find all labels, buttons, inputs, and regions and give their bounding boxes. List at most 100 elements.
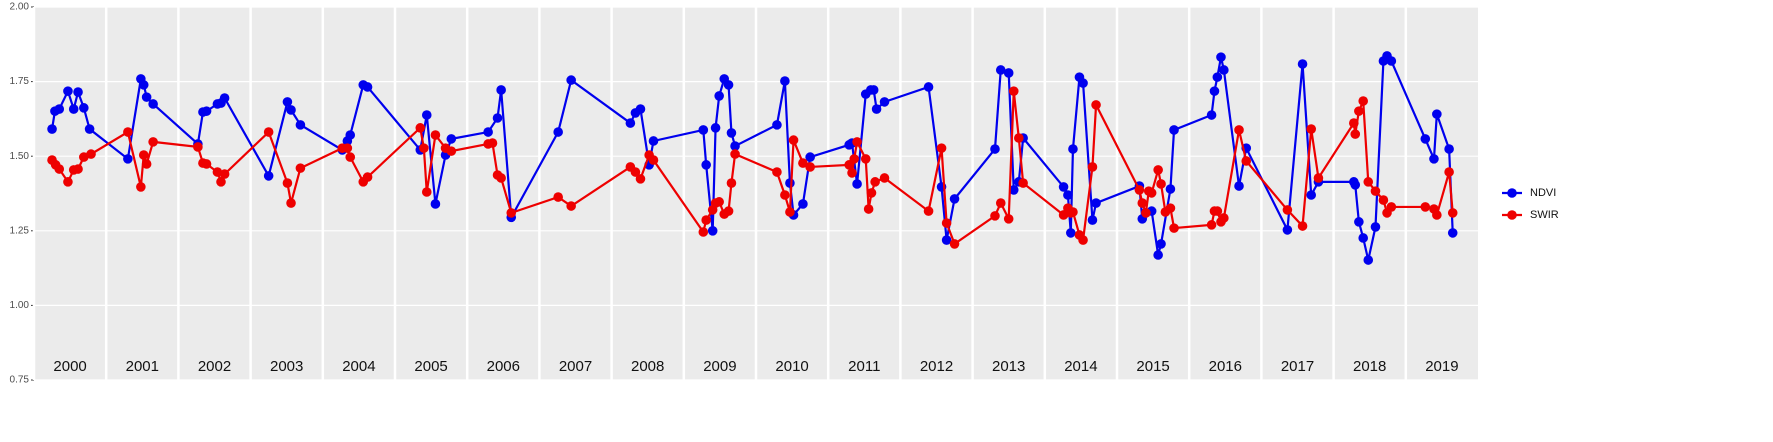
data-point bbox=[430, 199, 441, 209]
data-point bbox=[625, 118, 636, 128]
data-point bbox=[1370, 186, 1381, 196]
data-point bbox=[1219, 65, 1229, 75]
data-point bbox=[714, 91, 724, 101]
year-label: 2005 bbox=[414, 358, 447, 375]
data-point bbox=[282, 178, 293, 188]
data-point bbox=[73, 87, 83, 97]
year-label: 2001 bbox=[126, 358, 159, 375]
data-point bbox=[1065, 228, 1076, 238]
year-label: 2013 bbox=[992, 358, 1025, 375]
data-point bbox=[941, 218, 952, 228]
data-point bbox=[1282, 205, 1293, 215]
data-point bbox=[1063, 190, 1073, 200]
data-point bbox=[566, 75, 576, 85]
data-point bbox=[193, 142, 203, 152]
data-point bbox=[492, 113, 503, 123]
data-point bbox=[342, 143, 353, 153]
data-point bbox=[1212, 206, 1223, 216]
data-point bbox=[730, 141, 740, 151]
year-label: 2011 bbox=[848, 358, 880, 375]
data-point bbox=[1018, 178, 1028, 188]
data-point bbox=[1306, 124, 1317, 134]
data-point bbox=[1350, 129, 1361, 139]
data-point bbox=[79, 103, 89, 113]
data-point bbox=[1358, 233, 1369, 243]
data-point bbox=[1146, 188, 1157, 198]
data-point bbox=[723, 206, 734, 216]
data-point bbox=[1068, 207, 1078, 217]
year-label: 2002 bbox=[198, 358, 231, 375]
data-point bbox=[630, 167, 641, 177]
data-point bbox=[1297, 221, 1308, 231]
data-point bbox=[286, 105, 296, 115]
year-label: 2015 bbox=[1136, 358, 1169, 375]
data-point bbox=[723, 80, 734, 90]
data-point bbox=[421, 110, 432, 120]
data-point bbox=[1156, 179, 1166, 189]
y-tick-label: 1.75 bbox=[10, 76, 30, 87]
data-point bbox=[852, 179, 862, 189]
data-point bbox=[506, 208, 517, 218]
data-point bbox=[216, 177, 226, 187]
year-label: 2006 bbox=[487, 358, 520, 375]
data-point bbox=[430, 130, 441, 140]
year-label: 2004 bbox=[342, 358, 375, 375]
data-point bbox=[141, 159, 152, 169]
data-point bbox=[1169, 125, 1179, 135]
data-point bbox=[148, 137, 158, 147]
data-point bbox=[949, 239, 960, 249]
data-point bbox=[1432, 210, 1442, 220]
data-point bbox=[1003, 68, 1014, 78]
data-point bbox=[138, 80, 149, 90]
data-point bbox=[726, 128, 737, 138]
y-tick-label: 1.00 bbox=[10, 300, 30, 311]
year-label: 2018 bbox=[1353, 358, 1386, 375]
data-point bbox=[785, 207, 795, 217]
data-point bbox=[805, 162, 815, 172]
legend-label: NDVI bbox=[1530, 187, 1556, 199]
data-point bbox=[419, 143, 429, 153]
data-point bbox=[788, 135, 799, 145]
data-point bbox=[123, 127, 133, 137]
data-point bbox=[1087, 215, 1098, 225]
data-point bbox=[1447, 228, 1458, 238]
data-point bbox=[1003, 214, 1014, 224]
data-point bbox=[84, 124, 95, 134]
data-point bbox=[212, 167, 223, 177]
data-point bbox=[1282, 225, 1293, 235]
data-point bbox=[446, 146, 457, 156]
data-point bbox=[730, 149, 740, 159]
data-point bbox=[1165, 184, 1176, 194]
data-point bbox=[421, 187, 432, 197]
data-point bbox=[936, 143, 947, 153]
data-point bbox=[635, 174, 646, 184]
data-point bbox=[1386, 202, 1397, 212]
data-point bbox=[701, 160, 711, 170]
data-point bbox=[990, 211, 1000, 221]
data-point bbox=[47, 124, 57, 134]
data-point bbox=[726, 178, 737, 188]
data-point bbox=[219, 169, 230, 179]
data-point bbox=[1156, 239, 1166, 249]
legend-label: SWIR bbox=[1530, 209, 1559, 221]
data-point bbox=[1297, 59, 1308, 69]
data-point bbox=[863, 204, 874, 214]
data-point bbox=[68, 104, 79, 114]
data-point bbox=[415, 123, 426, 133]
data-point bbox=[282, 97, 293, 107]
y-tick-label: 1.50 bbox=[10, 151, 30, 162]
data-point bbox=[1008, 185, 1019, 195]
data-point bbox=[1219, 213, 1229, 223]
data-point bbox=[1209, 86, 1220, 96]
data-point bbox=[496, 173, 506, 183]
data-point bbox=[496, 85, 506, 95]
data-point bbox=[1420, 202, 1431, 212]
data-point bbox=[1087, 162, 1098, 172]
data-point bbox=[566, 201, 576, 211]
data-point bbox=[219, 93, 230, 103]
data-point bbox=[1206, 110, 1217, 120]
data-point bbox=[780, 190, 790, 200]
data-point bbox=[148, 99, 158, 109]
